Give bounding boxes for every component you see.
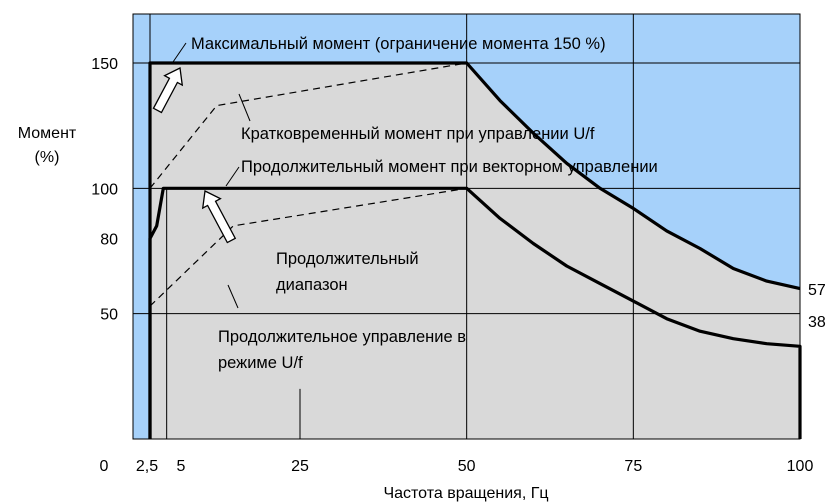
continuous-region	[150, 63, 800, 439]
x-tick-2: 25	[291, 458, 309, 475]
series-region_upper_boundary	[466, 62, 801, 290]
plot-frame	[132, 13, 801, 440]
series-continuous_uf	[149, 187, 467, 307]
annotation-continuous-uf-line2: режиме U/f	[218, 354, 303, 372]
y-tick-0: 150	[91, 56, 118, 73]
leader-2	[225, 166, 240, 187]
y-axis-label-line1: Момент	[18, 125, 77, 142]
leader-3	[227, 284, 239, 309]
end-label-max-torque: 57	[808, 282, 826, 299]
x-tick-labels: 2,5 5 25 50 75 100	[136, 458, 814, 475]
x-tick-3: 50	[458, 458, 476, 475]
y-tick-2: 80	[100, 231, 118, 248]
series-continuous_vector	[148, 186, 802, 439]
end-label-continuous-vector: 38	[808, 314, 826, 331]
arrow-to-continuous-torque	[201, 190, 237, 244]
x-axis-label: Частота вращения, Гц	[383, 485, 548, 502]
y-tick-3: 50	[100, 307, 118, 324]
series-lines	[148, 61, 802, 439]
annotation-continuous-vector: Продолжительный момент при векторном упр…	[241, 158, 658, 176]
leader-0	[172, 42, 187, 63]
annotation-continuous-range-line2: диапазон	[276, 276, 348, 294]
x-tick-5: 100	[787, 458, 814, 475]
annotation-arrows	[152, 67, 237, 244]
x-tick-0: 2,5	[136, 458, 158, 475]
y-axis-label-line2: (%)	[35, 149, 60, 166]
annotation-leaders	[172, 42, 251, 309]
annotation-short-term-uf: Кратковременный момент при управлении U/…	[241, 125, 595, 143]
annotation-continuous-uf-line1: Продолжительное управление в	[218, 328, 466, 346]
x-tick-1: 5	[177, 458, 186, 475]
y-tick-1: 100	[91, 181, 118, 198]
leader-1	[238, 93, 251, 122]
annotation-continuous-range-line1: Продолжительный	[276, 250, 419, 268]
arrow-to-max-torque	[152, 67, 184, 114]
y-tick-labels: 150 100 80 50	[91, 56, 118, 324]
origin-label: 0	[100, 458, 109, 475]
annotation-max-moment: Максимальный момент (ограничение момента…	[191, 35, 606, 53]
x-tick-4: 75	[624, 458, 642, 475]
